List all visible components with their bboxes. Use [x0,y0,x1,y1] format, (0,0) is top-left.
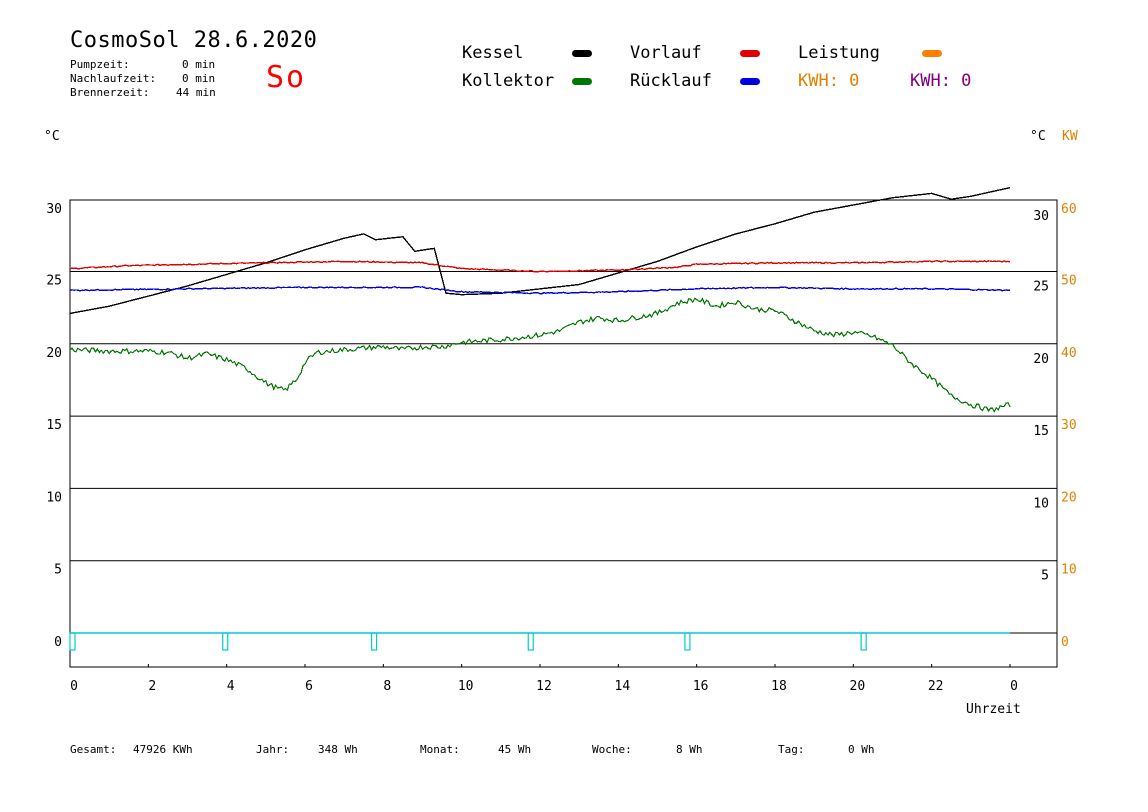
legend-leistung-label: Leistung [798,43,880,63]
y-tick-left: 15 [46,418,62,433]
tag-value: 0 Wh [848,743,875,756]
weekday-label: So [266,60,307,95]
x-axis-label: Uhrzeit [966,702,1021,717]
y-tick-left: 5 [54,563,62,578]
y-tick-right-kw: 30 [1061,418,1077,433]
x-tick-label: 2 [148,679,156,694]
nachlaufzeit-label: Nachlaufzeit: [70,72,157,85]
y-tick-right-kw: 60 [1061,202,1077,217]
y-tick-left: 25 [46,274,62,289]
x-tick-label: 4 [227,679,235,694]
x-tick-label: 10 [458,679,474,694]
x-tick-label: 6 [305,679,313,694]
tag-label: Tag: [778,743,805,756]
y-tick-right-celsius: 25 [1033,280,1049,295]
pumpzeit-label: Pumpzeit: [70,58,130,71]
brennerzeit-label: Brennerzeit: [70,86,150,99]
x-tick-label: 14 [615,679,631,694]
series-line-ruecklauf [69,286,1011,295]
burner-pulse [222,632,229,651]
series-line-kollektor [69,297,1011,413]
gesamt-label: Gesamt: [70,743,117,756]
pumpzeit-value: 0 min [182,58,216,71]
gesamt-value: 47926 KWh [133,743,193,756]
y-tick-right-kw: 20 [1061,490,1077,505]
x-tick-label: 12 [536,679,552,694]
series-line-vorlauf [69,260,1011,273]
y-tick-left: 10 [46,490,62,505]
legend-leistung-swatch [922,50,942,57]
right-axis-unit: °C [1030,129,1046,144]
x-tick-label: 22 [928,679,944,694]
legend-kollektor-label: Kollektor [462,71,555,91]
burner-pulse [860,632,867,651]
monat-label: Monat: [420,743,460,756]
series-line-kessel [69,186,1011,315]
y-tick-right-kw: 40 [1061,346,1077,361]
monat-value: 45 Wh [498,743,532,756]
x-tick-label: 8 [383,679,391,694]
y-tick-right-celsius: 5 [1041,569,1049,584]
y-tick-left: 0 [54,635,62,650]
legend-kwh-1: KWH: 0 [798,71,860,91]
x-tick-label: 20 [850,679,866,694]
y-tick-right-kw: 50 [1061,274,1077,289]
legend-kessel-swatch [572,50,592,57]
nachlaufzeit-value: 0 min [182,72,216,85]
y-tick-right-celsius: 20 [1033,352,1049,367]
legend-kessel-label: Kessel [462,43,524,63]
legend-kollektor-swatch [572,78,592,85]
legend-vorlauf-swatch [740,50,760,57]
brennerzeit-value: 44 min [176,86,216,99]
woche-value: 8 Wh [676,743,703,756]
x-tick-label: 0 [1010,679,1018,694]
legend-ruecklauf-label: Rücklauf [630,71,712,91]
burner-pulse [370,632,378,651]
legend-vorlauf-label: Vorlauf [630,43,702,63]
y-tick-right-celsius: 15 [1033,424,1049,439]
woche-label: Woche: [592,743,632,756]
burner-pulse [684,632,691,651]
left-axis-unit: °C [44,129,60,144]
jahr-label: Jahr: [256,743,290,756]
burner-pulse [69,632,76,651]
plot-frame [69,199,1058,668]
y-tick-right-kw: 0 [1061,635,1069,650]
y-tick-right-kw: 10 [1061,563,1077,578]
y-tick-left: 20 [46,346,62,361]
y-tick-left: 30 [46,202,62,217]
x-tick-label: 16 [693,679,709,694]
right-axis-unit-kw: KW [1062,129,1078,144]
x-tick-label: 0 [70,679,78,694]
y-tick-right-celsius: 30 [1033,209,1049,224]
legend-kwh-2: KWH: 0 [910,71,972,91]
x-tick-label: 18 [771,679,787,694]
legend-ruecklauf-swatch [740,78,760,85]
jahr-value: 348 Wh [318,743,358,756]
y-tick-right-celsius: 10 [1033,496,1049,511]
burner-pulse [527,632,534,651]
page-title: CosmoSol 28.6.2020 [70,28,318,53]
